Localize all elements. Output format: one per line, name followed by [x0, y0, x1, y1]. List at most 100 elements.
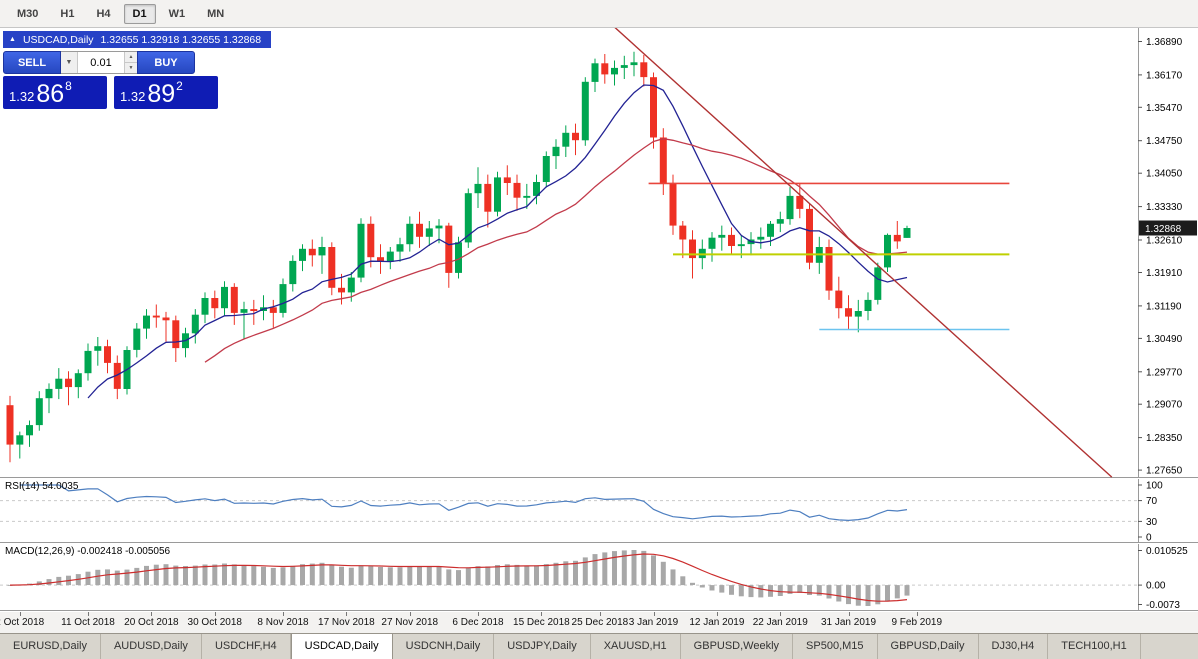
- time-axis-tick: [780, 612, 782, 616]
- chart-tab-xauusd-h1[interactable]: XAUUSD,H1: [591, 634, 681, 659]
- svg-text:1.36170: 1.36170: [1146, 70, 1183, 81]
- time-axis-label: 3 Jan 2019: [628, 617, 679, 628]
- time-axis-label: 15 Dec 2018: [513, 617, 570, 628]
- time-axis-label: 12 Jan 2019: [689, 617, 745, 628]
- timeframe-button-d1[interactable]: D1: [123, 3, 156, 24]
- bid-ask-row: 1.32 86 8 1.32 89 2: [3, 76, 218, 109]
- time-axis-tick: [848, 612, 850, 616]
- svg-text:0.010525: 0.010525: [1146, 546, 1188, 557]
- time-axis[interactable]: 2 Oct 2018 11 Oct 2018 20 Oct 2018 30 Oct 2…: [0, 612, 1198, 633]
- chart-tab-bar: EURUSD,Daily AUDUSD,Daily USDCHF,H4 USDCAD,…: [0, 633, 1198, 659]
- time-axis-label: 27 Nov 2018: [381, 617, 439, 628]
- time-axis-tick: [151, 612, 153, 616]
- chart-tab-audusd-daily[interactable]: AUDUSD,Daily: [101, 634, 202, 659]
- svg-text:1.29070: 1.29070: [1146, 400, 1183, 411]
- chart-tab-eurusd-daily[interactable]: EURUSD,Daily: [0, 634, 101, 659]
- macd-signal-line: [9, 553, 908, 602]
- time-axis-label: 30 Oct 2018: [187, 617, 242, 628]
- sell-button[interactable]: SELL: [3, 51, 61, 74]
- rsi-line: [19, 484, 908, 522]
- sell-price-display[interactable]: 1.32 86 8: [3, 76, 107, 109]
- main-chart-surface[interactable]: 1.36890 1.36170 1.35470 1.34750 1.34050 1.333…: [0, 26, 1198, 478]
- ma-slow-line[interactable]: [204, 138, 908, 363]
- svg-text:1.30490: 1.30490: [1146, 334, 1183, 345]
- rsi-label: RSI(14) 54.0035: [5, 481, 79, 492]
- time-axis-tick: [653, 612, 655, 616]
- chart-title-bar: ▲ USDCAD,Daily 1.32655 1.32918 1.32655 1…: [3, 31, 272, 48]
- ma-fast-line[interactable]: [87, 84, 908, 399]
- volume-decrease-icon[interactable]: ▼: [125, 63, 137, 73]
- buy-price-point: 2: [176, 79, 183, 93]
- time-axis-tick: [214, 612, 216, 616]
- time-axis-tick: [88, 612, 89, 616]
- sell-price-base: 1.32: [9, 89, 35, 104]
- svg-text:100: 100: [1146, 481, 1163, 492]
- time-axis-tick: [599, 612, 601, 616]
- volume-input[interactable]: [78, 52, 124, 73]
- chart-symbol-label: USDCAD,Daily: [22, 33, 94, 46]
- svg-text:1.27650: 1.27650: [1146, 466, 1183, 477]
- timeframe-button-h1[interactable]: H1: [60, 7, 75, 20]
- timeframe-button-m30[interactable]: M30: [17, 7, 39, 20]
- one-click-collapse-icon[interactable]: ▲: [9, 36, 16, 43]
- macd-axis: 0.010525 0.00 -0.0073: [1138, 546, 1188, 611]
- time-axis-label: 31 Jan 2019: [820, 617, 877, 628]
- svg-text:1.31910: 1.31910: [1146, 268, 1183, 279]
- svg-text:-0.0073: -0.0073: [1146, 600, 1180, 611]
- chart-tab-gbpusd-daily[interactable]: GBPUSD,Daily: [878, 634, 979, 659]
- svg-text:1.33330: 1.33330: [1146, 202, 1183, 213]
- buy-price-display[interactable]: 1.32 89 2: [114, 76, 218, 109]
- time-axis-label: 22 Jan 2019: [752, 617, 808, 628]
- one-click-trade-row: SELL ▼ ▲ ▼ BUY: [3, 51, 195, 74]
- timeframe-button-mn[interactable]: MN: [207, 7, 225, 20]
- sell-price-pips: 86: [36, 80, 65, 108]
- timeframe-button-h4[interactable]: H4: [96, 7, 111, 20]
- time-axis-tick: [19, 612, 21, 616]
- svg-text:0: 0: [1146, 533, 1152, 544]
- time-axis-label: 20 Oct 2018: [124, 617, 179, 628]
- time-axis-tick: [346, 612, 348, 616]
- time-axis-label: 11 Oct 2018: [61, 617, 115, 628]
- volume-increase-icon[interactable]: ▲: [125, 52, 137, 63]
- rsi-surface[interactable]: 100 70 30 0: [0, 479, 1198, 544]
- time-axis-tick: [716, 612, 718, 616]
- chart-tab-usdcnh-daily[interactable]: USDCNH,Daily: [393, 634, 495, 659]
- chart-tab-dj30-h4[interactable]: DJ30,H4: [979, 634, 1049, 659]
- time-axis-tick: [478, 612, 479, 616]
- timeframe-button-w1[interactable]: W1: [168, 7, 186, 20]
- time-axis-tick: [916, 612, 918, 616]
- svg-text:1.31190: 1.31190: [1146, 301, 1182, 312]
- time-axis-label: 2 Oct 2018: [0, 617, 45, 628]
- trendline[interactable]: [614, 26, 1113, 478]
- svg-text:1.32868: 1.32868: [1145, 224, 1182, 235]
- macd-surface[interactable]: 0.010525 0.00 -0.0073: [0, 544, 1198, 611]
- rsi-axis: 100 70 30 0: [1138, 481, 1163, 544]
- macd-label: MACD(12,26,9) -0.002418 -0.005056: [5, 546, 171, 557]
- time-axis-label: 25 Dec 2018: [571, 617, 629, 628]
- rsi-indicator-panel: RSI(14) 54.0035 100 70 30 0: [0, 479, 1198, 544]
- time-axis-label: 6 Dec 2018: [452, 617, 504, 628]
- chart-tab-gbpusd-weekly[interactable]: GBPUSD,Weekly: [681, 634, 794, 659]
- svg-text:70: 70: [1146, 496, 1158, 507]
- svg-text:0.00: 0.00: [1146, 581, 1166, 592]
- candles: [6, 51, 911, 463]
- buy-price-pips: 89: [147, 80, 176, 108]
- macd-histogram: [7, 550, 910, 606]
- buy-button[interactable]: BUY: [137, 51, 195, 74]
- main-chart-panel: 1.36890 1.36170 1.35470 1.34750 1.34050 1.333…: [0, 26, 1198, 478]
- chart-tab-sp500-m15[interactable]: SP500,M15: [793, 634, 878, 659]
- chart-tab-usdcad-daily[interactable]: USDCAD,Daily: [290, 634, 393, 659]
- timeframe-toolbar: M30 H1 H4 D1 W1 MN: [0, 0, 1198, 28]
- sell-price-point: 8: [65, 79, 72, 93]
- volume-dropdown-icon[interactable]: ▼: [61, 52, 78, 73]
- macd-indicator-panel: MACD(12,26,9) -0.002418 -0.005056 0.0105…: [0, 544, 1198, 611]
- time-axis-tick: [283, 612, 284, 616]
- svg-text:1.34050: 1.34050: [1146, 169, 1183, 180]
- chart-tab-usdjpy-daily[interactable]: USDJPY,Daily: [494, 634, 591, 659]
- chart-tab-tech100-h1[interactable]: TECH100,H1: [1048, 634, 1141, 659]
- volume-stepper: ▲ ▼: [124, 52, 137, 73]
- current-price-badge: 1.32868: [1139, 220, 1197, 236]
- chart-tab-usdchf-h4[interactable]: USDCHF,H4: [202, 634, 291, 659]
- svg-text:1.29770: 1.29770: [1146, 367, 1183, 378]
- price-axis[interactable]: 1.36890 1.36170 1.35470 1.34750 1.34050 1.333…: [1138, 37, 1183, 477]
